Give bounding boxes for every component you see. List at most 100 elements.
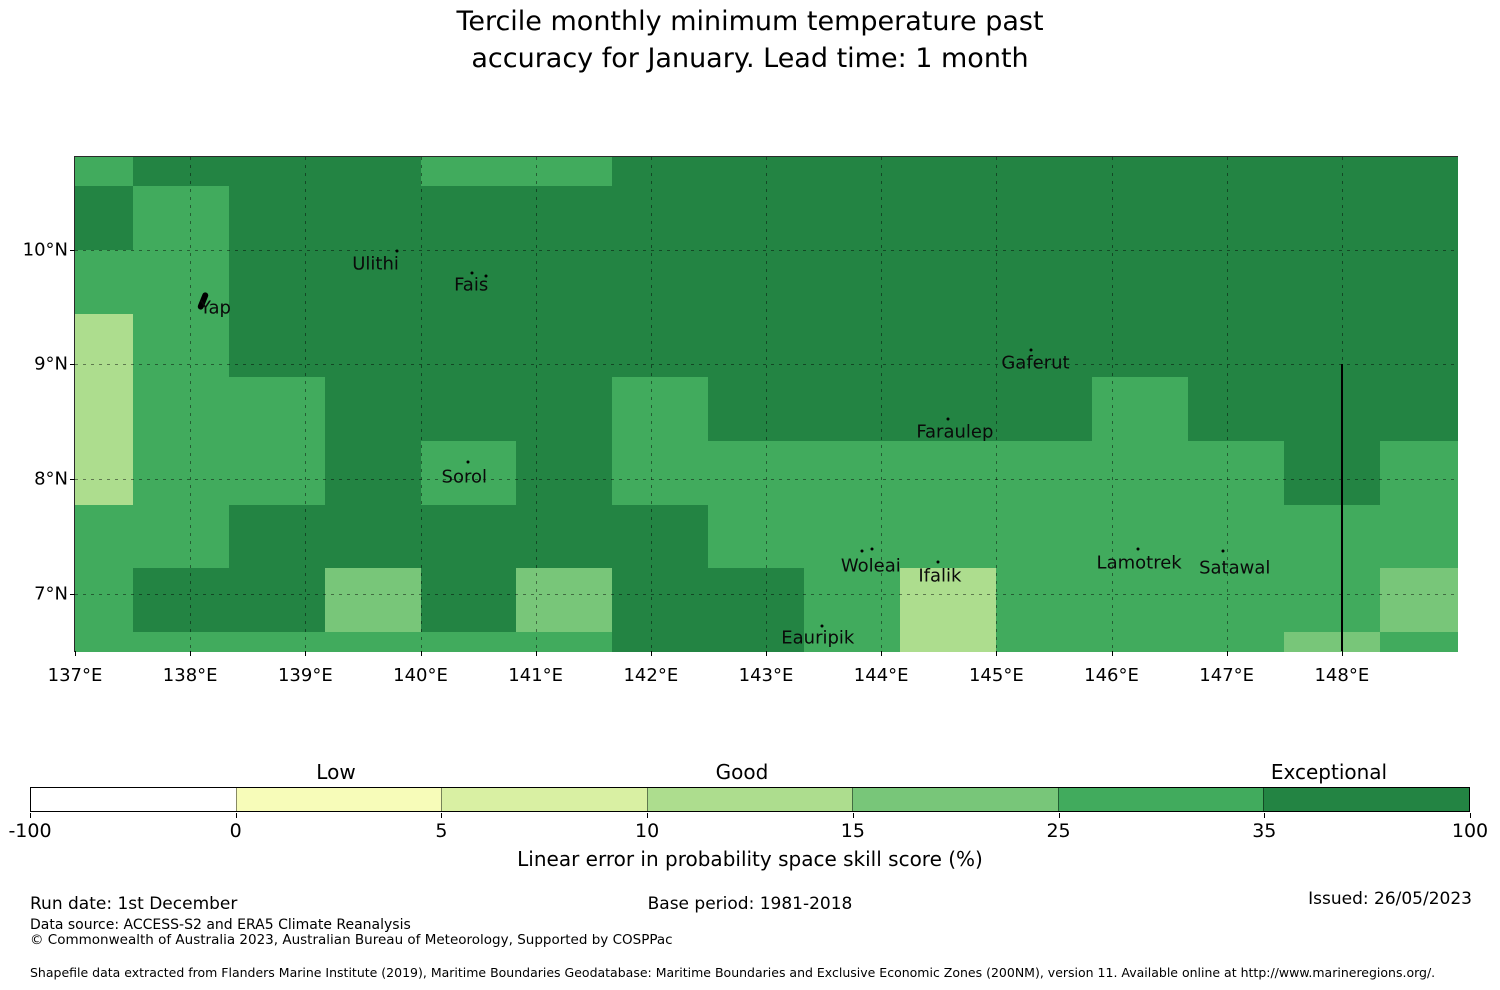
colorbar-tick-label: 35	[1252, 820, 1277, 842]
map-cell	[708, 186, 806, 251]
x-tick-mark	[1226, 651, 1228, 656]
map-cell	[228, 186, 326, 251]
y-tick-label: 9°N	[34, 353, 68, 375]
colorbar-segment	[646, 788, 853, 811]
colorbar-tick-mark	[1264, 813, 1266, 818]
map-cell	[75, 249, 134, 315]
map-cell	[996, 186, 1094, 251]
x-tick-label: 139°E	[277, 665, 333, 686]
map-cell	[612, 440, 710, 506]
map-cell	[75, 504, 134, 570]
map-cell	[228, 504, 326, 570]
map-cell	[996, 157, 1094, 187]
colorbar-tick-label: -100	[8, 820, 52, 842]
colorbar-category-label-low: Low	[316, 760, 356, 784]
island-dot	[860, 549, 864, 553]
island-dot	[936, 560, 940, 564]
map-cell	[1380, 186, 1458, 251]
x-tick-label: 141°E	[508, 665, 564, 686]
colorbar-tick-label: 100	[1451, 820, 1489, 842]
grid-line	[766, 157, 767, 651]
map-cell	[324, 313, 422, 378]
map-cell	[228, 377, 326, 442]
map-cell	[900, 504, 998, 570]
place-label-gaferut: Gaferut	[1001, 352, 1070, 374]
map-cell	[1092, 313, 1190, 378]
map-cell	[420, 504, 518, 570]
grid-line	[75, 364, 1457, 366]
map-cell	[1284, 504, 1381, 570]
map-cell	[516, 631, 614, 652]
x-tick-label: 140°E	[393, 665, 448, 686]
map-cell	[324, 631, 422, 652]
map-cell	[420, 313, 518, 378]
data-source-text: Data source: ACCESS-S2 and ERA5 Climate …	[30, 917, 411, 933]
map-cell	[996, 568, 1094, 633]
map-cell	[324, 504, 422, 570]
colorbar	[30, 787, 1470, 812]
map-cell	[900, 249, 998, 315]
map-cell	[1284, 440, 1381, 506]
map-cell	[1380, 157, 1458, 187]
map-cell	[324, 157, 422, 187]
x-tick-mark	[650, 651, 652, 656]
map-cell	[708, 504, 806, 570]
map-cell	[804, 157, 902, 187]
map-cell	[900, 186, 998, 251]
map-cell	[228, 631, 326, 652]
grid-line	[190, 157, 192, 651]
colorbar-category-label-good: Good	[715, 760, 769, 784]
map-cell	[132, 631, 230, 652]
grid-line	[1226, 157, 1228, 651]
map-cell	[228, 440, 326, 506]
x-tick-mark	[766, 651, 767, 656]
map-cell	[132, 313, 230, 378]
map-cell	[132, 377, 230, 442]
colorbar-segment	[441, 788, 647, 811]
map-cell	[132, 249, 230, 315]
map-cell	[708, 377, 806, 442]
place-label-lamotrek: Lamotrek	[1096, 552, 1182, 574]
map-cell	[516, 568, 614, 633]
map-cell	[1284, 377, 1381, 442]
y-tick-label: 8°N	[34, 468, 68, 490]
map-cell	[1092, 249, 1190, 315]
grid-line	[996, 157, 998, 651]
map-cell	[324, 568, 422, 633]
colorbar-axis-label: Linear error in probability space skill …	[517, 847, 983, 871]
grid-line	[75, 593, 1457, 595]
map-cell	[75, 377, 134, 442]
map-cell	[1092, 440, 1190, 506]
map-cell	[132, 568, 230, 633]
map-cell	[1092, 157, 1190, 187]
map-cell	[132, 440, 230, 506]
x-tick-label: 145°E	[968, 665, 1024, 686]
place-label-ifalik: Ifalik	[918, 565, 962, 587]
map-cell	[132, 504, 230, 570]
map-cell	[1188, 313, 1286, 378]
map-cell	[1092, 631, 1190, 652]
map-cell	[804, 249, 902, 315]
map-cell	[420, 631, 518, 652]
colorbar-tick-label: 15	[840, 820, 865, 842]
x-tick-label: 147°E	[1199, 665, 1255, 686]
x-tick-label: 142°E	[623, 665, 679, 686]
grid-line	[535, 157, 537, 651]
map-cell	[75, 186, 134, 251]
map-cell	[996, 631, 1094, 652]
x-tick-mark	[190, 651, 192, 656]
island-dot	[470, 271, 474, 275]
colorbar-segment	[1263, 788, 1470, 811]
map-cell	[420, 377, 518, 442]
map-cell	[420, 157, 518, 187]
island-dot	[484, 274, 488, 278]
colorbar-tick-label: 5	[435, 820, 448, 842]
colorbar-tick-label: 10	[635, 820, 660, 842]
place-label-ulithi: Ulithi	[352, 253, 399, 275]
x-tick-label: 144°E	[853, 665, 909, 686]
map-cell	[1188, 186, 1286, 251]
grid-line	[305, 157, 307, 651]
map-cell	[228, 568, 326, 633]
map-cell	[1380, 377, 1458, 442]
map-cell	[612, 568, 710, 633]
